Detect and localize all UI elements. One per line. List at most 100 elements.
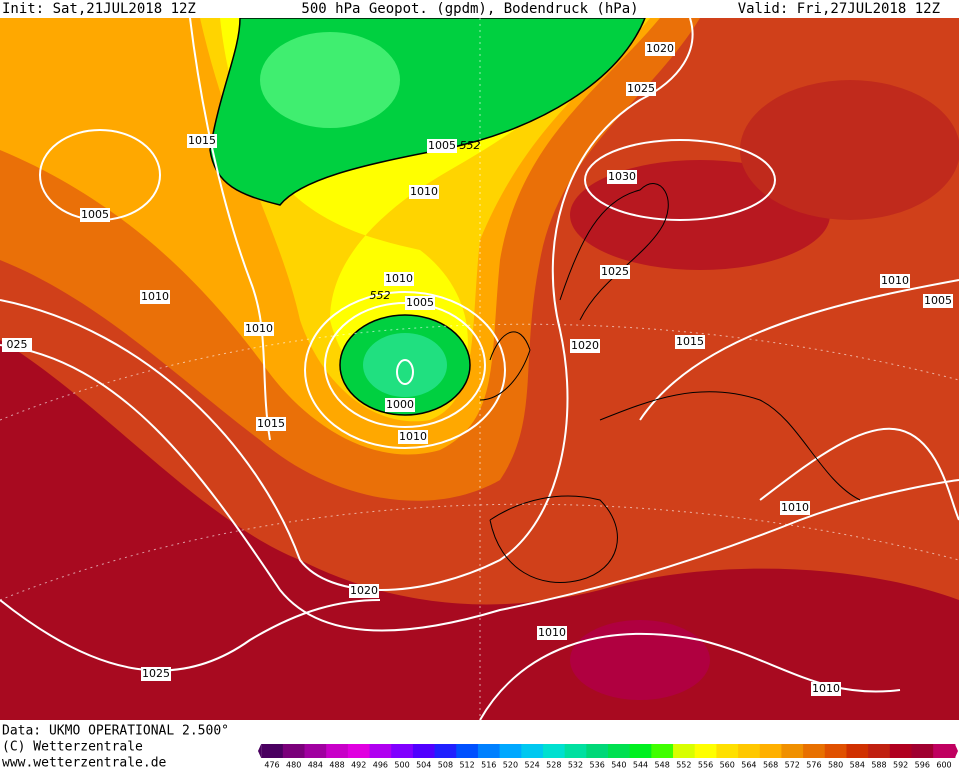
isobar [396, 359, 414, 385]
scale-label: 548 [655, 761, 670, 770]
contour-label: 552 [460, 139, 481, 152]
scale-label: 476 [264, 761, 279, 770]
scale-label: 584 [850, 761, 865, 770]
graticule-line [0, 503, 959, 601]
isobar-labels: 1020 1025 1015 1005 552 1010 1030 1005 1025 1010 5… [2, 42, 953, 696]
isobar [304, 291, 506, 449]
isobar-label: 1005 [924, 294, 952, 307]
isobar-label: 1005 [428, 139, 456, 152]
scale-label: 556 [698, 761, 713, 770]
scale-cell [694, 744, 717, 758]
scale-label: 536 [590, 761, 605, 770]
scale-label: 572 [785, 761, 800, 770]
init-time: Init: Sat,21JUL2018 12Z [2, 1, 196, 17]
scale-cell [499, 744, 522, 758]
scale-label: 600 [936, 761, 951, 770]
scale-cell [542, 744, 566, 758]
label-box [2, 338, 32, 352]
scale-label: 552 [676, 761, 691, 770]
map-field [0, 17, 959, 720]
scale-cell [889, 744, 912, 758]
label-box [141, 667, 171, 681]
header-bar [0, 0, 959, 18]
scale-cell [803, 744, 826, 758]
website: www.wetterzentrale.de [2, 756, 167, 771]
scale-label: 564 [741, 761, 756, 770]
scale-arrow [954, 744, 958, 758]
graticule-line [0, 323, 959, 421]
scale-label: 528 [546, 761, 561, 770]
scale-cell [629, 744, 652, 758]
isobar-label: 1020 [350, 584, 378, 597]
label-box [405, 296, 435, 310]
label-box [880, 274, 910, 288]
scale-cell [608, 744, 631, 758]
scale-label: 488 [329, 761, 344, 770]
isobar-label: 1005 [406, 296, 434, 309]
scale-label: 484 [308, 761, 323, 770]
isobar-label: 1010 [385, 272, 413, 285]
label-box [244, 322, 274, 336]
label-box [923, 294, 953, 308]
label-box [427, 139, 457, 153]
isobar-label: 1000 [386, 398, 414, 411]
isobar-label: 1015 [188, 134, 216, 147]
scale-cell [651, 744, 674, 758]
isobar-label: 1025 [627, 82, 655, 95]
data-source: Data: UKMO OPERATIONAL 2.500° [2, 724, 229, 739]
label-box [409, 185, 439, 199]
scale-cell [716, 744, 739, 758]
scale-cell [456, 744, 479, 758]
graticule [0, 18, 959, 720]
isobar-label: 1010 [812, 682, 840, 695]
coastline [489, 495, 618, 583]
scale-label: 512 [459, 761, 474, 770]
label-box [626, 82, 656, 96]
scale-label: 500 [394, 761, 409, 770]
copyright: (C) Wetterzentrale [2, 740, 143, 755]
coastline [599, 391, 861, 501]
isobar-label: 1010 [881, 274, 909, 287]
scale-label: 504 [416, 761, 431, 770]
scale-cell [586, 744, 609, 758]
scale-label: 576 [806, 761, 821, 770]
scale-cell [434, 744, 457, 758]
isobar-label: 1020 [646, 42, 674, 55]
field-band [363, 333, 447, 397]
scale-cell [759, 744, 782, 758]
label-box [80, 208, 110, 222]
label-box [811, 682, 841, 696]
scale-label: 588 [871, 761, 886, 770]
label-box [570, 339, 600, 353]
scale-cell [673, 744, 696, 758]
isobar-label: 1005 [81, 208, 109, 221]
scale-label: 524 [524, 761, 539, 770]
scale-label: 560 [720, 761, 735, 770]
scale-cell [824, 744, 847, 758]
isobar [0, 344, 959, 632]
color-scale: 476 480 484 488 492 496 500 504 508 512 516 520 524 5… [258, 744, 958, 770]
scale-label: 496 [373, 761, 388, 770]
scale-cell [868, 744, 891, 758]
coastlines [479, 183, 861, 583]
scale-label: 592 [893, 761, 908, 770]
scale-cell [564, 744, 587, 758]
isobar-label: 1010 [245, 322, 273, 335]
isobar-label: 1025 [142, 667, 170, 680]
isobar-label: 025 [7, 338, 28, 351]
label-box [607, 170, 637, 184]
scale-label: 508 [438, 761, 453, 770]
scale-label: 520 [503, 761, 518, 770]
scale-cell [781, 744, 804, 758]
coastline [479, 331, 531, 401]
isobar [0, 599, 381, 672]
isobar-label: 1025 [601, 265, 629, 278]
isobar-label: 1015 [676, 335, 704, 348]
label-box [780, 501, 810, 515]
scale-cell [521, 744, 544, 758]
label-box [675, 335, 705, 349]
scale-cell [846, 744, 869, 758]
isobar-label: 1010 [781, 501, 809, 514]
map-title: 500 hPa Geopot. (gpdm), Bodendruck (hPa) [301, 1, 638, 17]
scale-cell [347, 744, 371, 758]
